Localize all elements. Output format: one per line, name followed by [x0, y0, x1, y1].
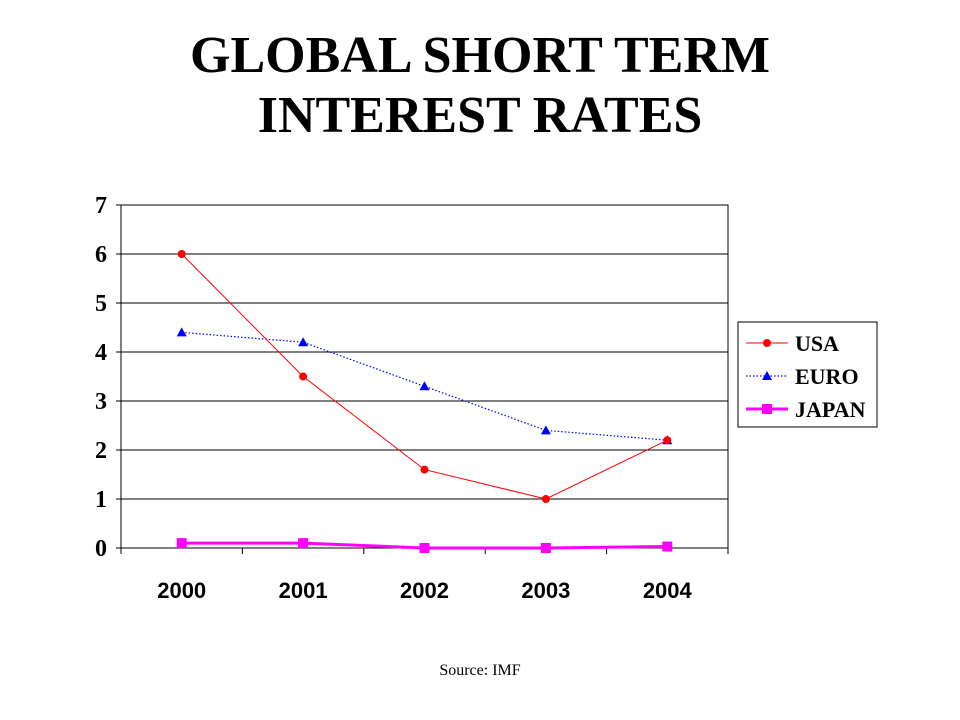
- point-japan-2001: [298, 538, 309, 549]
- chart-title-line-2: INTEREST RATES: [257, 87, 703, 144]
- y-tick-label-1: 1: [95, 487, 107, 513]
- x-tick-label-2002: 2002: [400, 578, 449, 603]
- x-tick-label-2004: 2004: [643, 578, 693, 603]
- point-usa-2000: [177, 250, 186, 258]
- y-tick-label-2: 2: [95, 438, 107, 464]
- legend-marker-euro: [762, 371, 772, 380]
- x-tick-label-2003: 2003: [521, 578, 570, 603]
- point-japan-2000: [176, 538, 187, 549]
- y-tick-label-7: 7: [95, 193, 107, 219]
- point-usa-2001: [299, 372, 308, 381]
- chart-title-line-1: GLOBAL SHORT TERM: [190, 27, 770, 84]
- point-usa-2002: [420, 465, 429, 474]
- point-usa-2003: [541, 495, 550, 503]
- legend-label-japan: JAPAN: [795, 397, 866, 422]
- chart-title: GLOBAL SHORT TERM INTEREST RATES: [0, 26, 960, 146]
- series-line-usa: [181, 253, 668, 500]
- legend-marker-usa: [763, 339, 771, 347]
- point-japan-2002: [419, 543, 430, 553]
- legend-label-usa: USA: [795, 331, 839, 356]
- source-note: Source: IMF: [439, 662, 521, 679]
- point-euro-2001: [298, 337, 309, 347]
- point-japan-2004: [662, 541, 673, 552]
- legend-label-euro: EURO: [795, 364, 859, 389]
- x-tick-label-2000: 2000: [157, 578, 206, 603]
- legend-marker-japan: [762, 404, 772, 414]
- plot-area: [120, 204, 729, 549]
- point-usa-2004: [663, 436, 672, 445]
- y-tick-label-6: 6: [95, 242, 107, 268]
- y-tick-label-3: 3: [95, 389, 107, 415]
- y-tick-label-0: 0: [95, 536, 107, 562]
- y-tick-label-4: 4: [95, 340, 107, 366]
- point-japan-2003: [540, 543, 551, 553]
- y-tick-label-5: 5: [95, 291, 107, 317]
- point-euro-2003: [540, 425, 551, 435]
- point-euro-2002: [419, 381, 430, 391]
- x-tick-label-2001: 2001: [279, 578, 328, 603]
- point-euro-2000: [176, 327, 187, 337]
- series-line-euro: [181, 331, 668, 441]
